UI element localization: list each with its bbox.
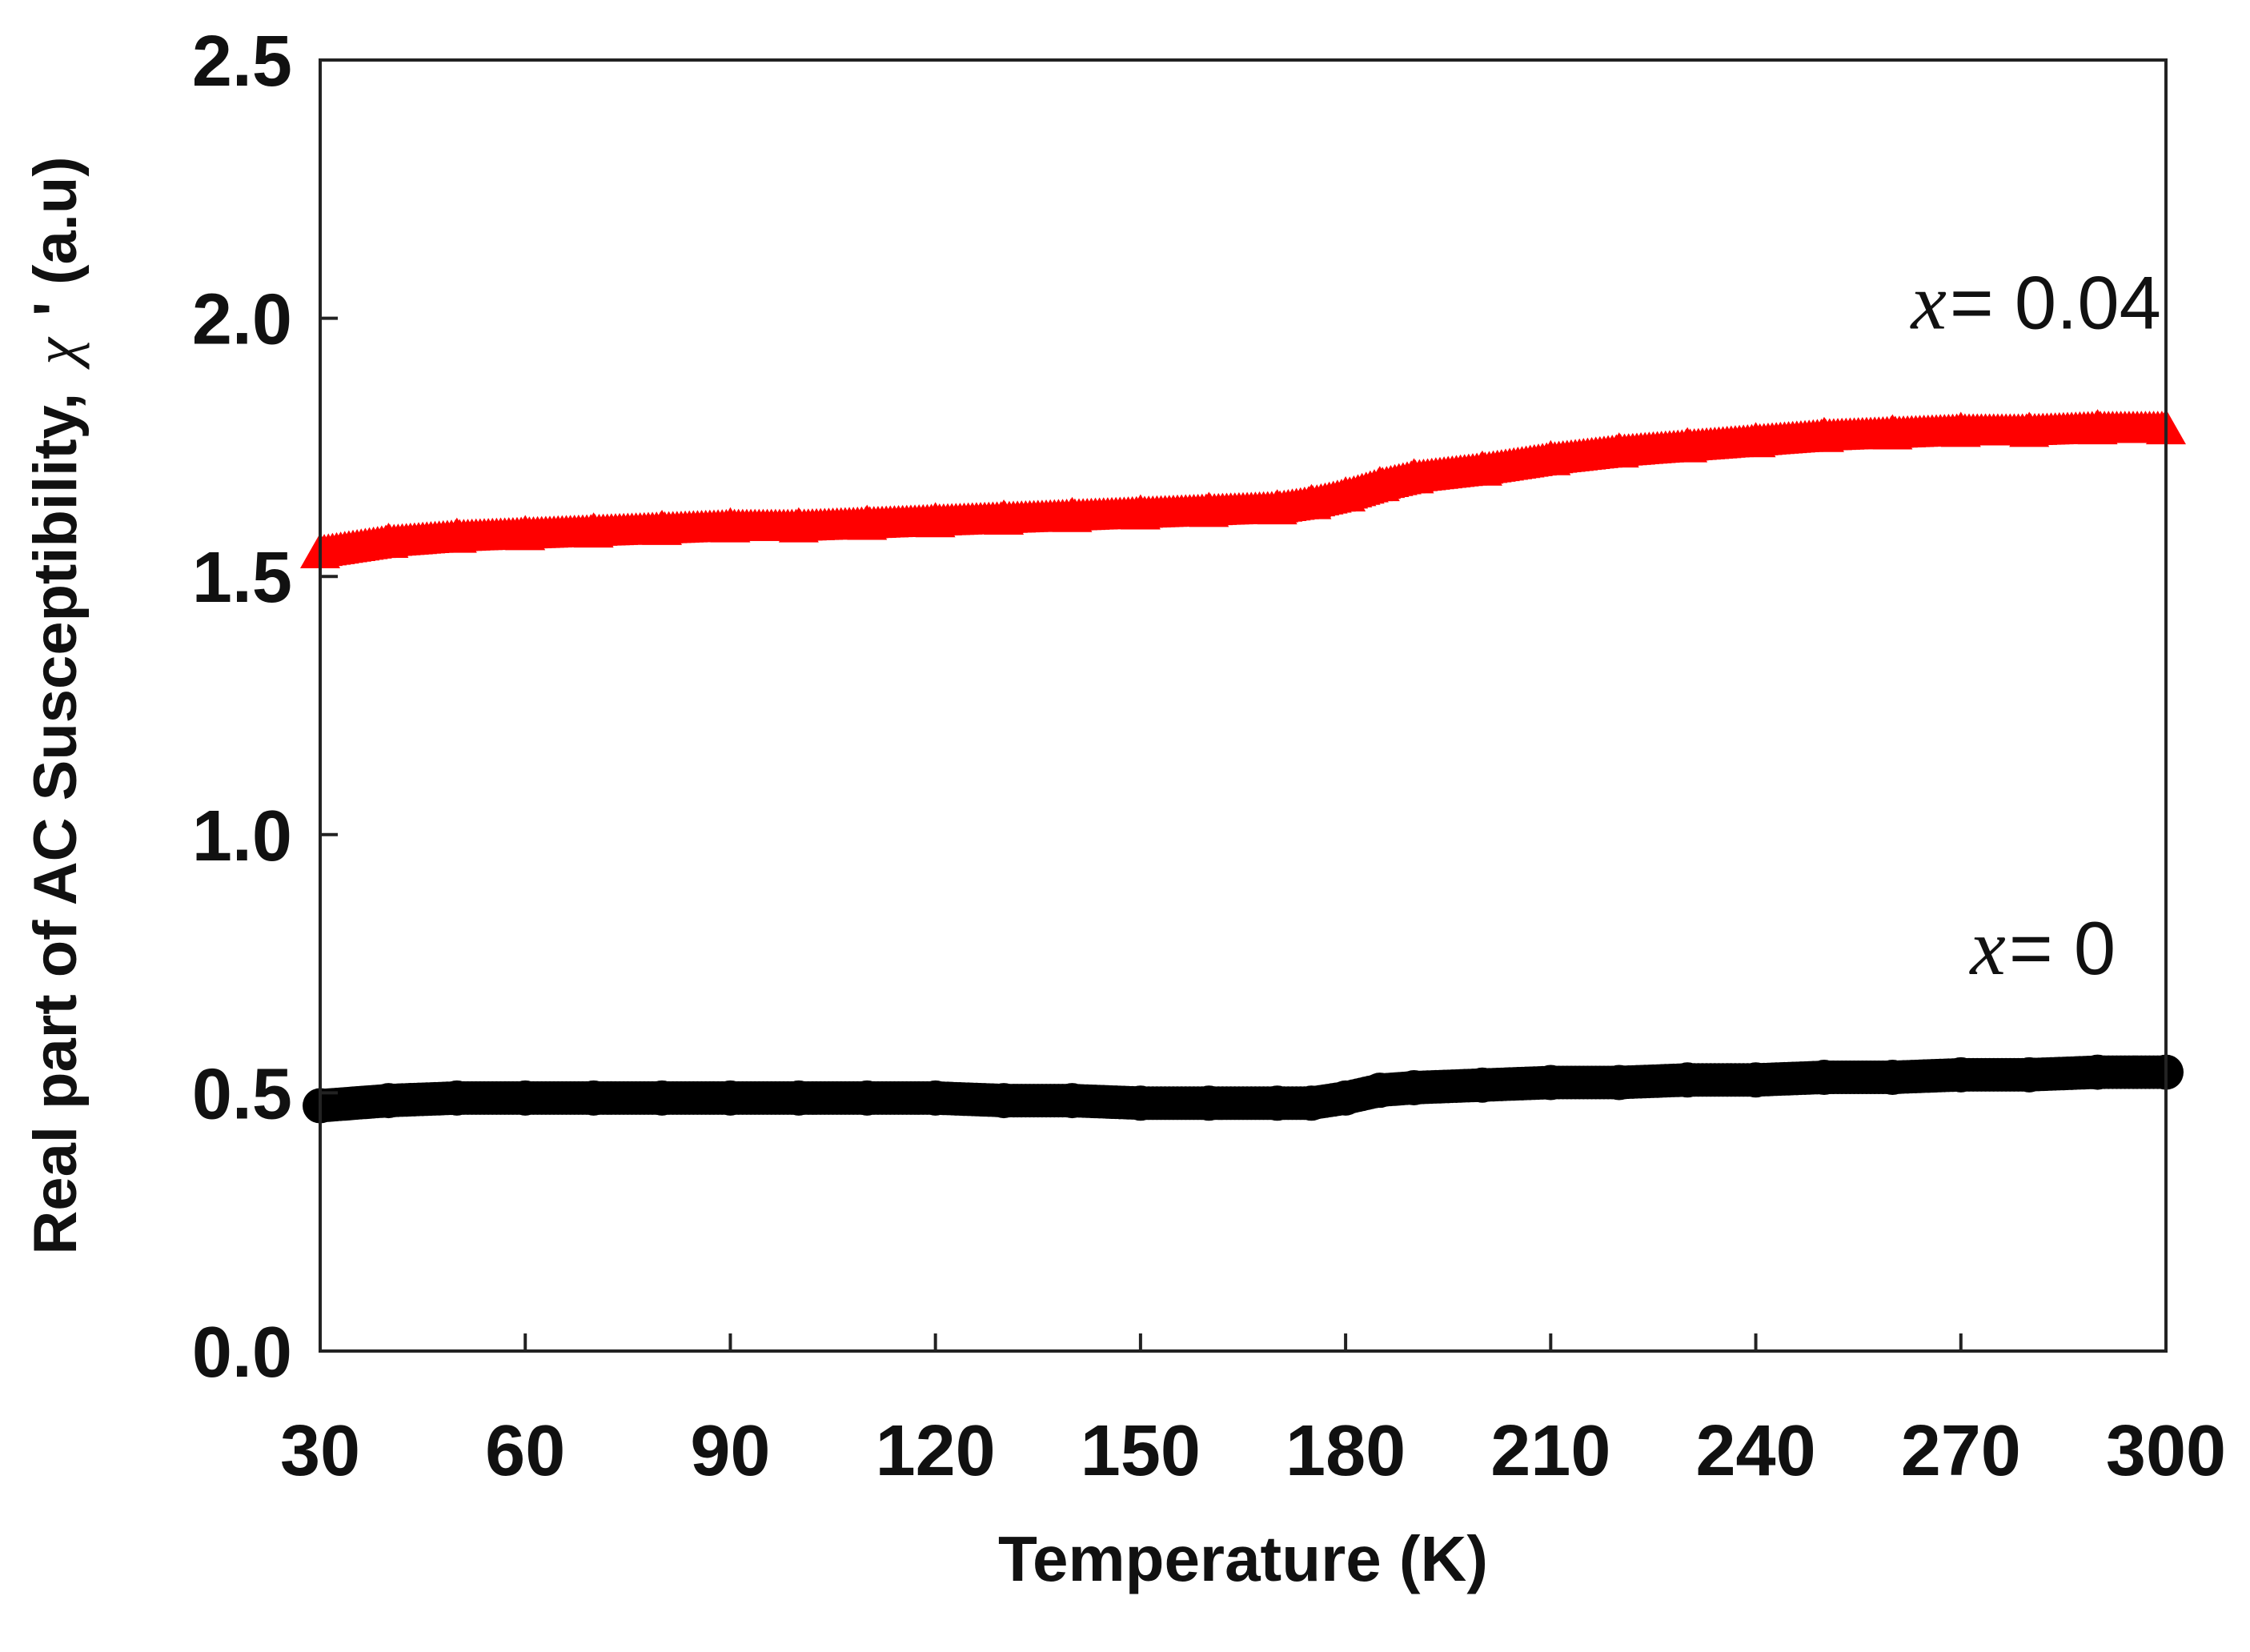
y-axis-title-prefix: Real part of AC Susceptibility, bbox=[22, 393, 90, 1255]
x-tick-label-300: 300 bbox=[2106, 1411, 2226, 1491]
x-tick-label-60: 60 bbox=[485, 1411, 565, 1491]
annotation-black-series: x = 0 bbox=[1968, 903, 2116, 992]
label-layer: 30 60 90 120 150 180 210 240 270 300 0.0 0.5 1.0 1.5 2… bbox=[192, 22, 2226, 1491]
x-tick-label-90: 90 bbox=[690, 1411, 770, 1491]
y-tick-label-0.0: 0.0 bbox=[192, 1313, 292, 1393]
y-tick-label-2.0: 2.0 bbox=[192, 280, 292, 360]
y-axis-title-suffix: ' (a.u) bbox=[22, 156, 90, 316]
x-tick-label-120: 120 bbox=[876, 1411, 996, 1491]
x-tick-label-240: 240 bbox=[1695, 1411, 1815, 1491]
annotation-black-text: = 0 bbox=[2009, 906, 2116, 990]
x-tick-label-30: 30 bbox=[280, 1411, 360, 1491]
annotation-black-var: x bbox=[1968, 903, 2005, 992]
tick-layer bbox=[319, 58, 2168, 1353]
x-axis-title: Temperature (K) bbox=[998, 1523, 1488, 1594]
series-x-0 bbox=[303, 1054, 2184, 1124]
y-tick-label-0.5: 0.5 bbox=[192, 1054, 292, 1134]
y-tick-label-1.5: 1.5 bbox=[192, 538, 292, 618]
y-axis-title-symbol: χ bbox=[22, 337, 90, 371]
y-tick-label-1.0: 1.0 bbox=[192, 796, 292, 876]
y-tick-label-2.5: 2.5 bbox=[192, 22, 292, 102]
x-tick-label-150: 150 bbox=[1081, 1411, 1201, 1491]
plot-area bbox=[319, 58, 2168, 1353]
annotation-red-var: x bbox=[1910, 258, 1947, 347]
x-tick-label-210: 210 bbox=[1490, 1411, 1610, 1491]
annotation-red-text: = 0.04 bbox=[1950, 261, 2161, 345]
x-tick-label-180: 180 bbox=[1285, 1411, 1406, 1491]
annotation-red-series: x = 0.04 bbox=[1910, 258, 2161, 347]
y-axis-title: Real part of AC Susceptibility, χ ' (a.u… bbox=[22, 156, 90, 1254]
series-layer bbox=[300, 409, 2186, 1124]
series-x-0.04 bbox=[300, 409, 2186, 568]
x-tick-label-270: 270 bbox=[1901, 1411, 2021, 1491]
